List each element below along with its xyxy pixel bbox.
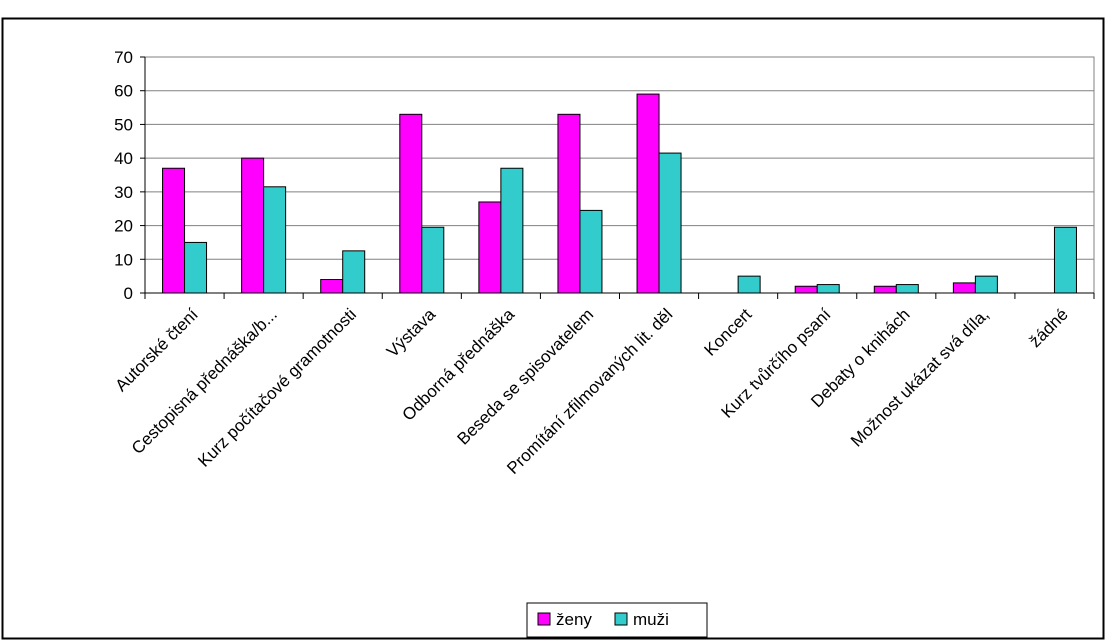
bar-muzi-6 bbox=[658, 152, 682, 294]
legend-swatch-muzi bbox=[614, 612, 628, 626]
y-tick-label: 10 bbox=[114, 250, 133, 269]
bar-muzi-1 bbox=[263, 186, 287, 294]
y-tick-label: 0 bbox=[124, 284, 133, 303]
bar-zeny-6 bbox=[636, 93, 660, 294]
y-tick-label: 50 bbox=[114, 115, 133, 134]
gridlines bbox=[145, 56, 1094, 260]
legend-swatch-zeny bbox=[537, 612, 551, 626]
y-tick-label: 60 bbox=[114, 82, 133, 101]
x-axis-ticks bbox=[144, 293, 1095, 299]
bar-zeny-2 bbox=[320, 279, 344, 294]
bar-zeny-10 bbox=[952, 282, 976, 294]
bar-muzi-10 bbox=[974, 275, 998, 294]
y-tick-label: 40 bbox=[114, 149, 133, 168]
plot-area bbox=[144, 56, 1095, 294]
bar-zeny-3 bbox=[399, 113, 423, 294]
bar-muzi-9 bbox=[895, 284, 919, 294]
y-tick-label: 20 bbox=[114, 217, 133, 236]
chart-border bbox=[1, 17, 1105, 640]
y-tick-label: 30 bbox=[114, 183, 133, 202]
bar-muzi-7 bbox=[737, 275, 761, 294]
y-tick-label: 70 bbox=[114, 48, 133, 67]
bar-zeny-0 bbox=[162, 167, 186, 294]
y-axis-ticks: 0 10 20 30 40 50 60 70 bbox=[114, 48, 145, 303]
bars bbox=[162, 93, 1077, 294]
bar-muzi-8 bbox=[816, 284, 840, 294]
bar-zeny-5 bbox=[557, 113, 581, 294]
legend-label-muzi: muži bbox=[633, 610, 669, 629]
plot-background bbox=[144, 56, 1095, 294]
bar-zeny-9 bbox=[873, 285, 897, 294]
bar-muzi-11 bbox=[1053, 226, 1077, 294]
bar-zeny-4 bbox=[478, 201, 502, 294]
legend-label-zeny: ženy bbox=[556, 610, 592, 629]
bar-muzi-2 bbox=[342, 250, 366, 294]
bar-muzi-5 bbox=[579, 209, 603, 294]
bar-zeny-1 bbox=[241, 157, 265, 294]
bar-muzi-3 bbox=[421, 226, 445, 294]
legend: ženy muži bbox=[526, 602, 708, 638]
bar-muzi-4 bbox=[500, 167, 524, 294]
bar-zeny-8 bbox=[794, 285, 818, 294]
bar-muzi-0 bbox=[184, 241, 208, 294]
